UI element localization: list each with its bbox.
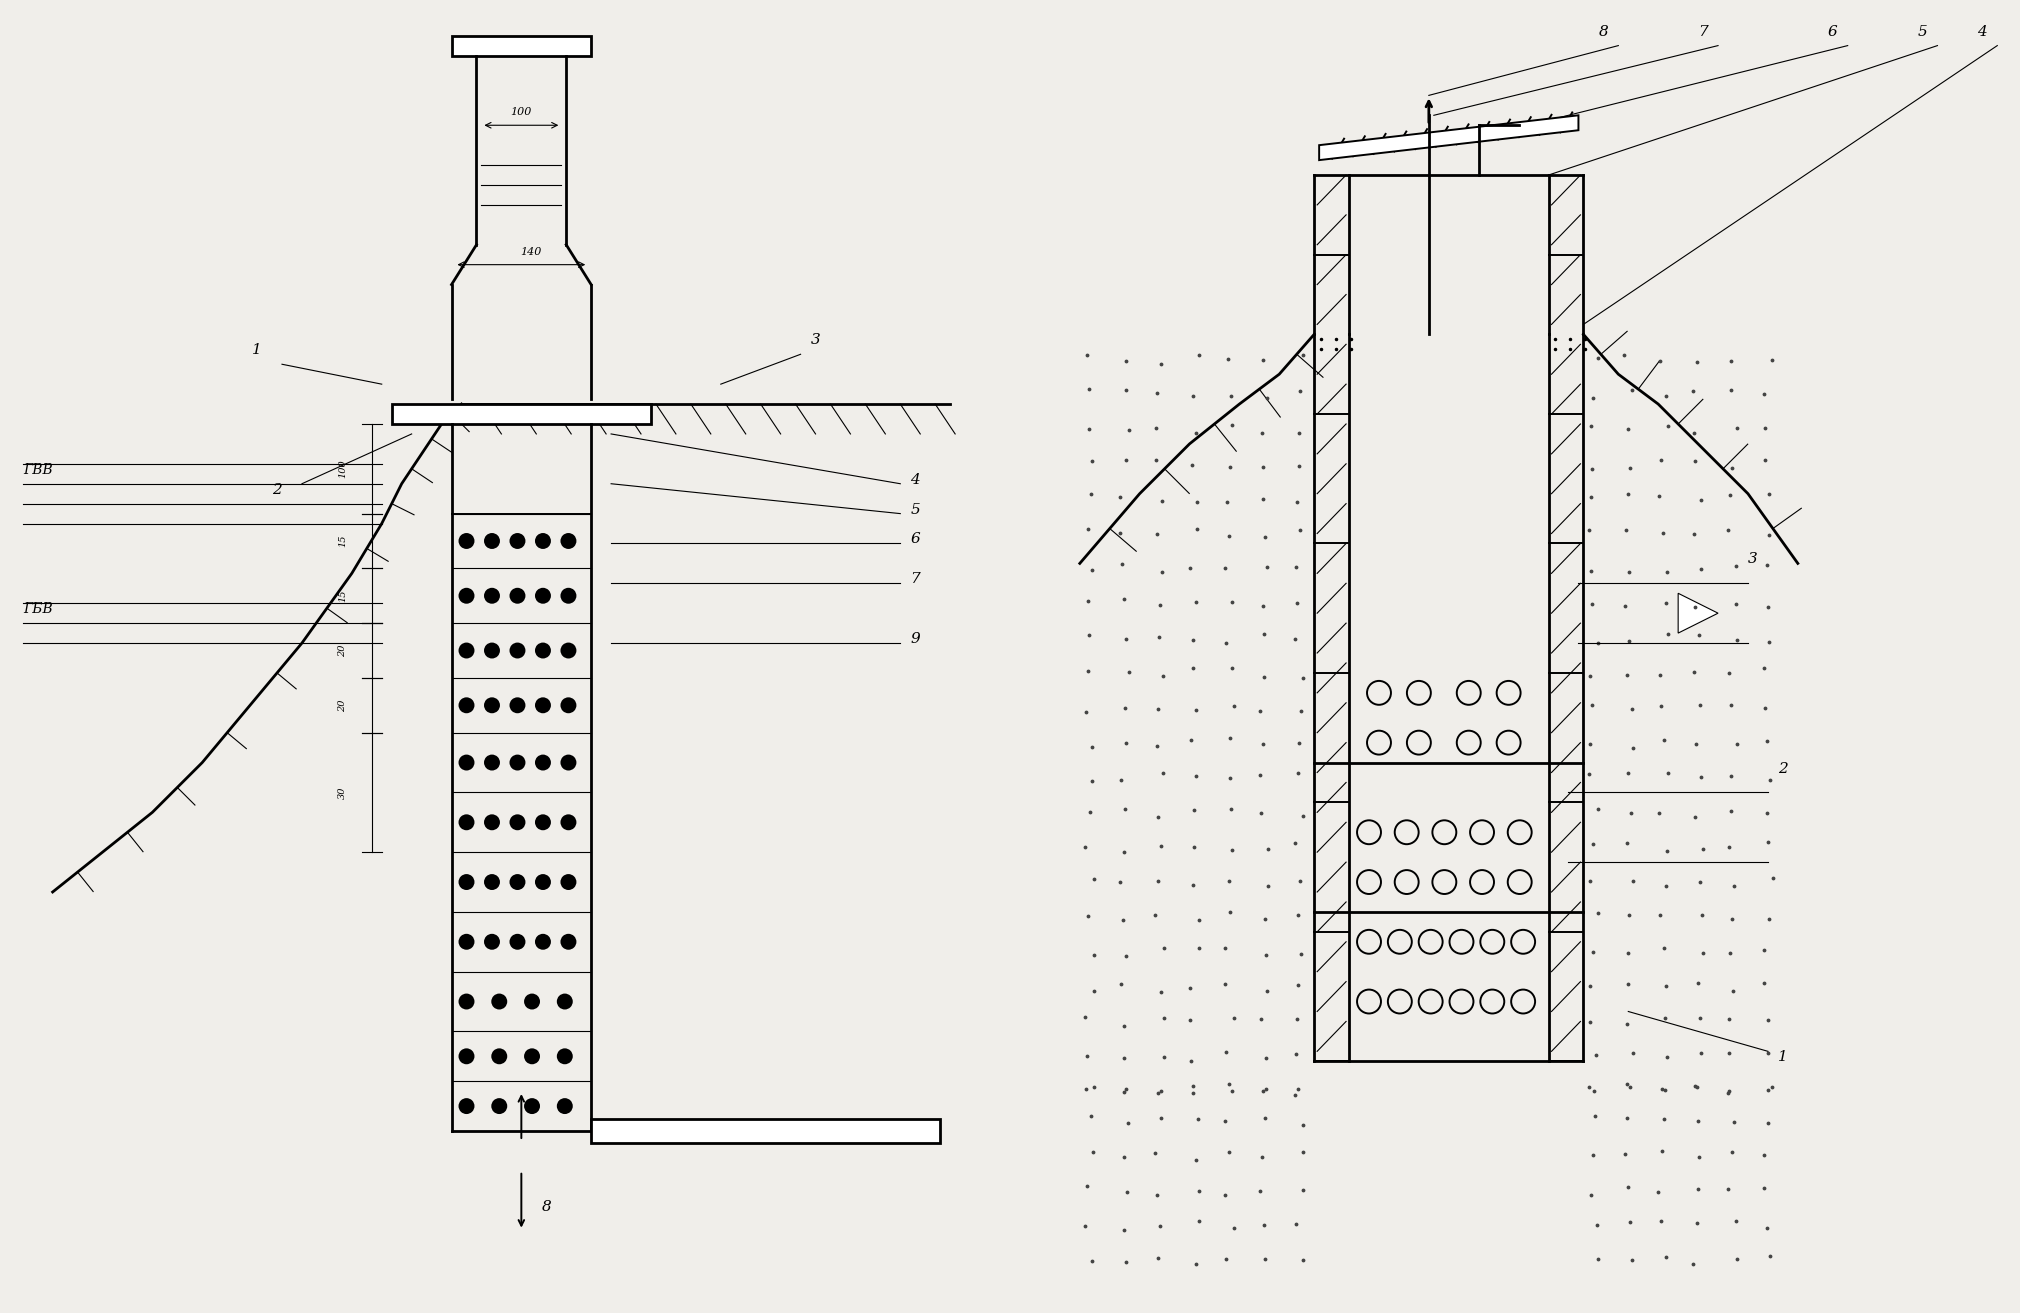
Circle shape <box>523 1098 539 1113</box>
Circle shape <box>535 874 551 890</box>
Circle shape <box>491 1098 507 1113</box>
Text: 1: 1 <box>252 343 263 357</box>
Text: 7: 7 <box>911 572 919 587</box>
Text: 100: 100 <box>337 460 347 478</box>
Circle shape <box>459 533 475 549</box>
Circle shape <box>535 642 551 659</box>
Circle shape <box>558 994 574 1010</box>
Text: 4: 4 <box>1978 25 1988 38</box>
Text: 1: 1 <box>1778 1050 1788 1065</box>
Circle shape <box>523 1048 539 1065</box>
Circle shape <box>560 755 576 771</box>
Text: 3: 3 <box>810 334 820 348</box>
Text: 7: 7 <box>1699 25 1707 38</box>
Text: 9: 9 <box>911 632 919 646</box>
Circle shape <box>560 934 576 949</box>
Circle shape <box>560 814 576 830</box>
Circle shape <box>485 697 501 713</box>
Circle shape <box>523 994 539 1010</box>
Bar <box>392 404 650 424</box>
Circle shape <box>560 874 576 890</box>
Circle shape <box>509 934 525 949</box>
Circle shape <box>560 697 576 713</box>
Text: 30: 30 <box>337 786 347 798</box>
Circle shape <box>558 1098 574 1113</box>
Circle shape <box>459 934 475 949</box>
Text: 3: 3 <box>1747 553 1757 566</box>
Circle shape <box>535 697 551 713</box>
Circle shape <box>509 588 525 604</box>
Circle shape <box>509 755 525 771</box>
Circle shape <box>491 1048 507 1065</box>
Text: 140: 140 <box>521 247 541 257</box>
Text: 5: 5 <box>1917 25 1927 38</box>
Circle shape <box>459 588 475 604</box>
Text: 6: 6 <box>911 533 919 546</box>
Circle shape <box>509 533 525 549</box>
Circle shape <box>560 642 576 659</box>
Text: 100: 100 <box>511 108 531 117</box>
Circle shape <box>535 814 551 830</box>
Circle shape <box>459 814 475 830</box>
Circle shape <box>485 874 501 890</box>
Circle shape <box>459 1048 475 1065</box>
Circle shape <box>459 642 475 659</box>
Circle shape <box>491 994 507 1010</box>
Circle shape <box>459 697 475 713</box>
Circle shape <box>459 994 475 1010</box>
Text: 15: 15 <box>337 534 347 548</box>
Bar <box>592 1119 939 1144</box>
Text: 6: 6 <box>1828 25 1838 38</box>
Circle shape <box>509 814 525 830</box>
Circle shape <box>535 755 551 771</box>
Circle shape <box>535 533 551 549</box>
Circle shape <box>535 934 551 949</box>
Text: 2: 2 <box>1778 762 1788 776</box>
Circle shape <box>509 874 525 890</box>
Text: ГБВ: ГБВ <box>22 603 53 616</box>
Text: 2: 2 <box>273 483 281 496</box>
Circle shape <box>560 588 576 604</box>
Circle shape <box>485 814 501 830</box>
Polygon shape <box>1679 593 1719 633</box>
Text: 8: 8 <box>1598 25 1608 38</box>
Text: 15: 15 <box>337 590 347 601</box>
Text: 8: 8 <box>541 1200 551 1213</box>
Circle shape <box>560 533 576 549</box>
Circle shape <box>558 1048 574 1065</box>
Circle shape <box>459 874 475 890</box>
Circle shape <box>485 755 501 771</box>
Circle shape <box>485 588 501 604</box>
Text: 4: 4 <box>911 473 919 487</box>
Polygon shape <box>1319 116 1578 160</box>
Circle shape <box>459 1098 475 1113</box>
Text: 20: 20 <box>337 699 347 712</box>
Circle shape <box>485 642 501 659</box>
Text: ГВВ: ГВВ <box>22 462 53 477</box>
Text: 5: 5 <box>911 503 919 516</box>
Bar <box>452 35 592 55</box>
Circle shape <box>485 533 501 549</box>
Circle shape <box>485 934 501 949</box>
Circle shape <box>509 642 525 659</box>
Circle shape <box>459 755 475 771</box>
Text: 20: 20 <box>337 645 347 656</box>
Circle shape <box>509 697 525 713</box>
Circle shape <box>535 588 551 604</box>
